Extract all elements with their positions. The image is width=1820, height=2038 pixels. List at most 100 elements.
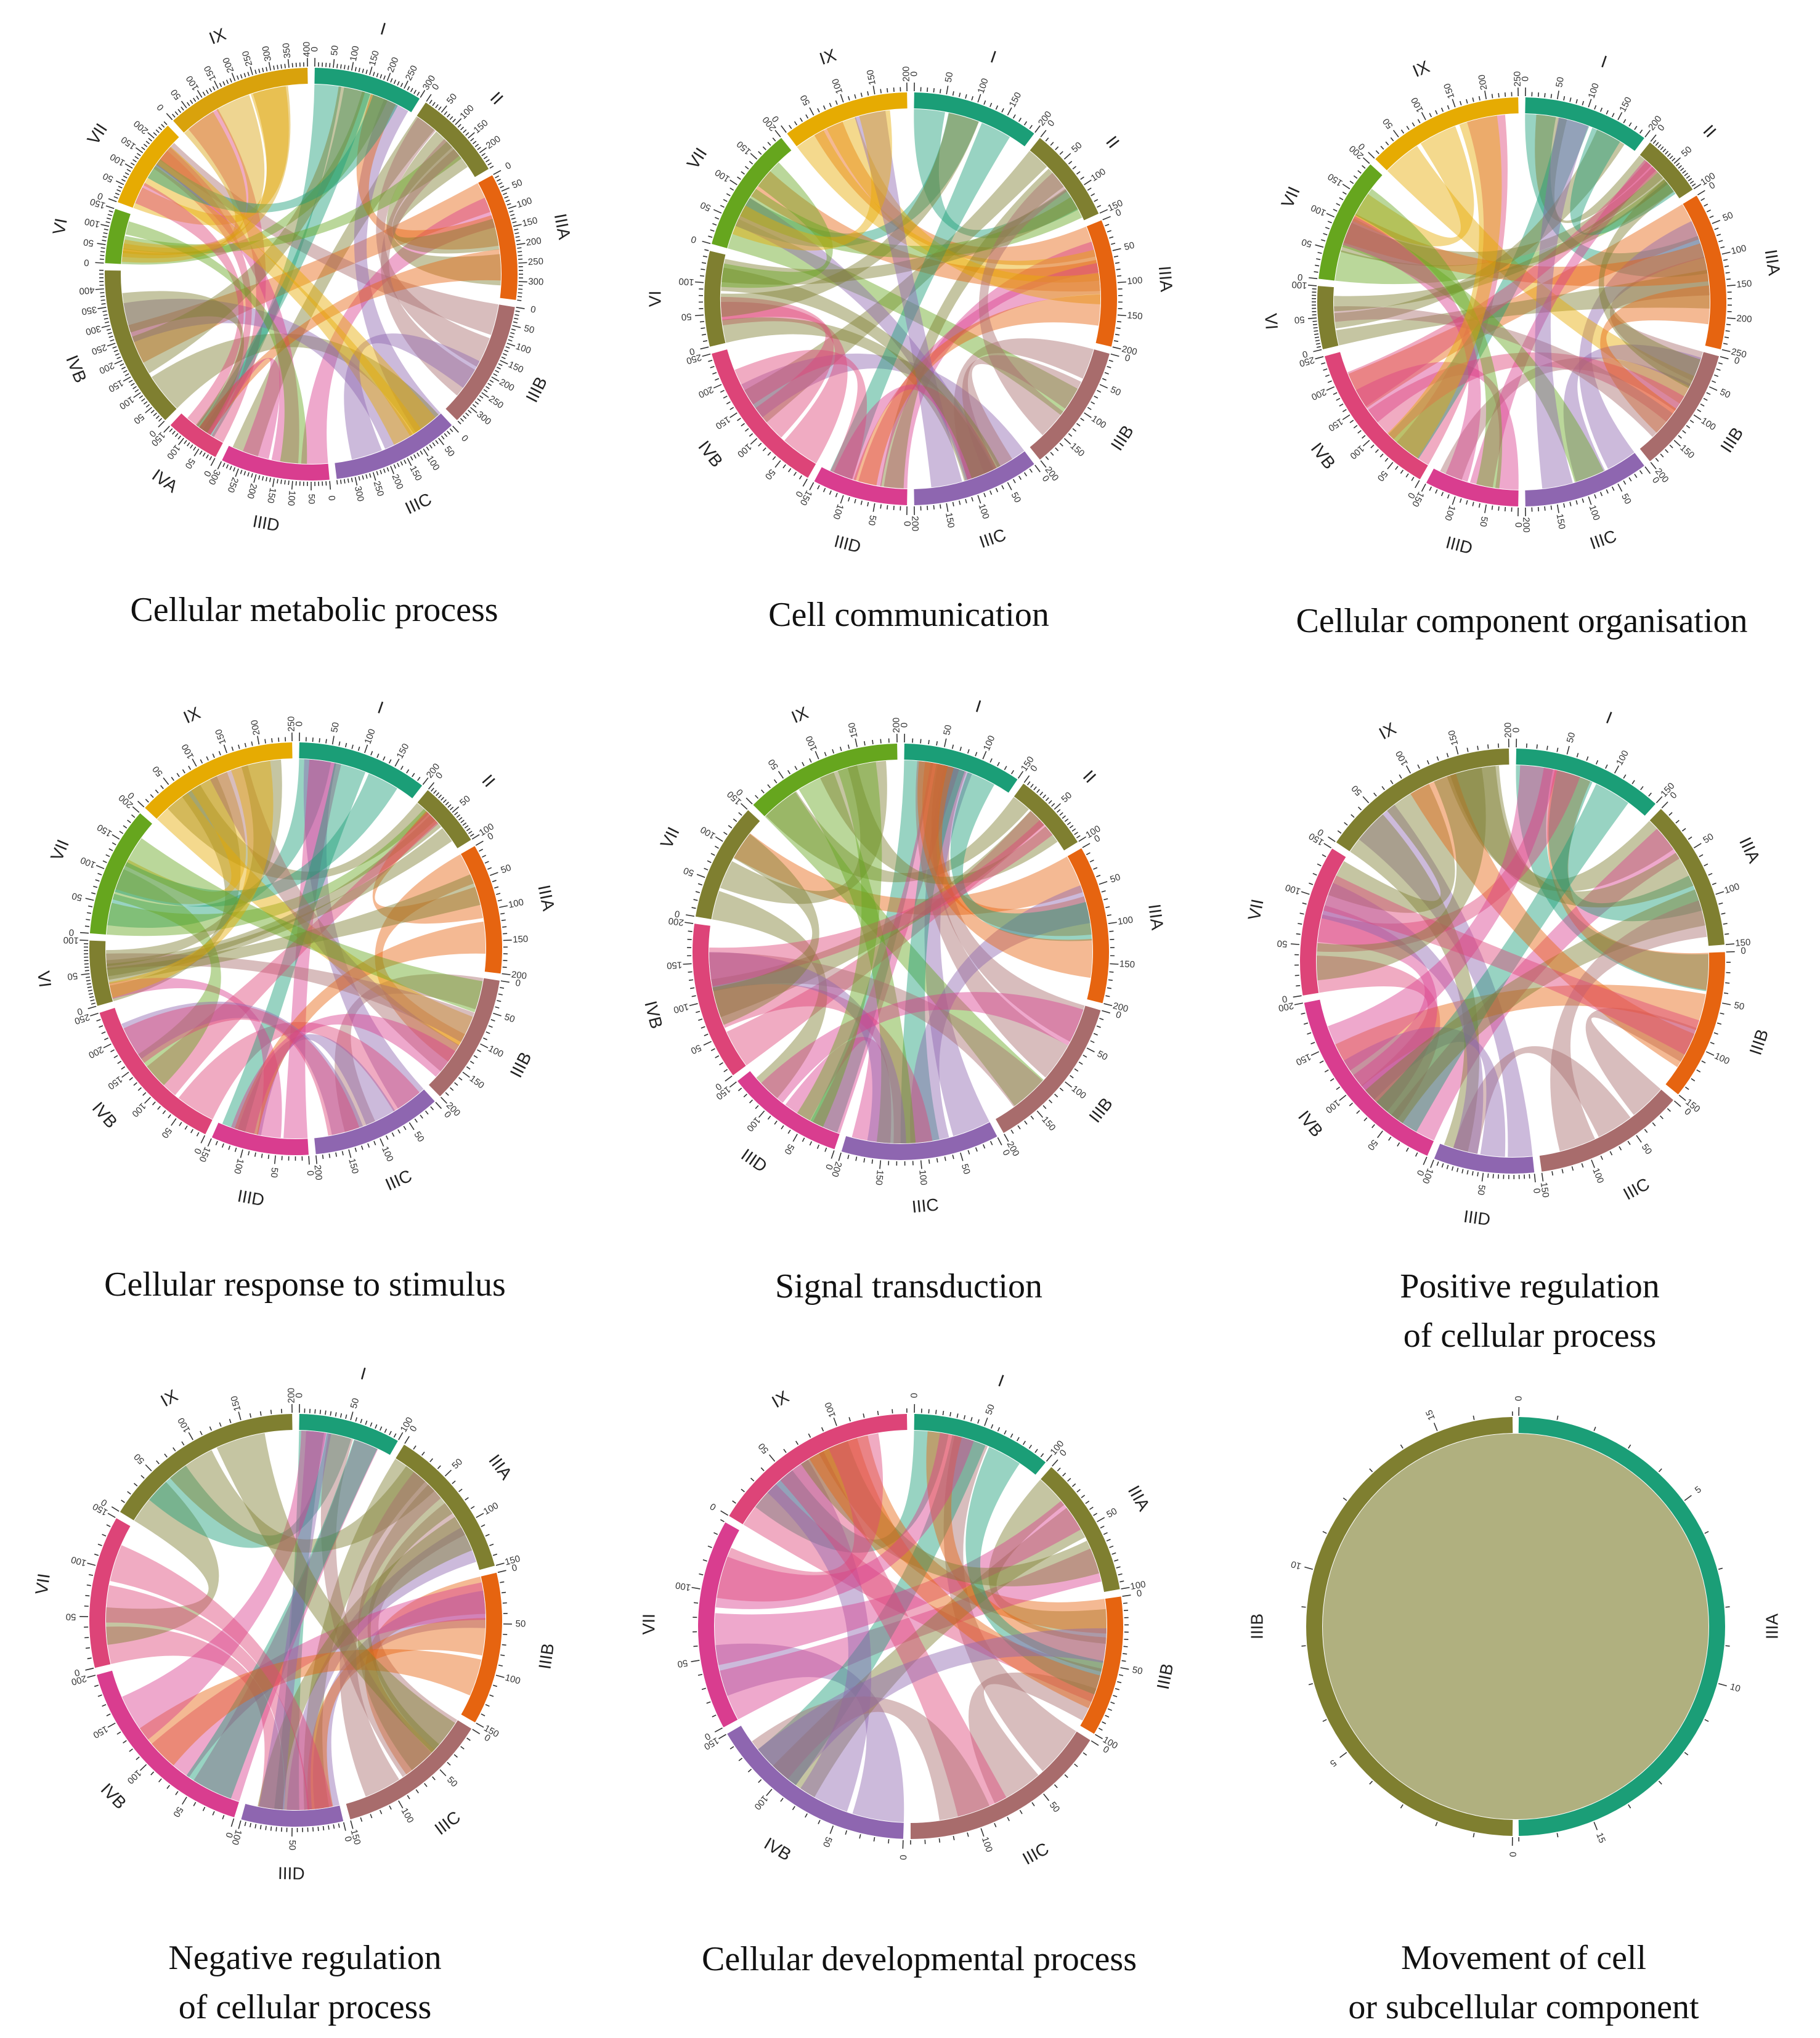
tick-mark	[741, 803, 748, 810]
tick-mark	[166, 113, 173, 120]
tick-mark	[1726, 278, 1731, 280]
tick-mark	[1107, 230, 1111, 233]
tick-mark	[460, 819, 465, 824]
chord-ribbon	[1334, 306, 1673, 437]
tick-label: 50	[756, 1441, 771, 1456]
chord-ribbon	[1316, 767, 1486, 981]
chord-ribbon	[1547, 769, 1708, 990]
tick-mark	[714, 1727, 723, 1733]
tick-mark	[1623, 774, 1627, 779]
tick-mark	[977, 1419, 980, 1424]
chord-ribbon	[339, 1472, 441, 1797]
tick-mark	[1435, 489, 1438, 494]
chord-ribbon	[107, 874, 481, 984]
tick-label: 50	[1565, 731, 1578, 744]
tick-mark	[130, 383, 135, 386]
chord-ribbon	[721, 302, 848, 464]
segment-arc	[1317, 286, 1339, 350]
tick-mark	[1102, 378, 1107, 381]
tick-mark	[762, 447, 766, 452]
tick-mark	[452, 806, 460, 813]
tick-mark	[701, 262, 707, 264]
tick-mark	[447, 113, 450, 118]
tick-mark	[991, 1424, 994, 1429]
caption-cellular-response-to-stimulus: Cellular response to stimulus	[9, 1260, 601, 1309]
tick-mark	[1063, 438, 1071, 445]
tick-mark	[470, 1506, 475, 1509]
chord-ribbon	[356, 94, 499, 250]
tick-mark	[250, 66, 253, 75]
tick-mark	[1652, 1122, 1656, 1127]
tick-label: 50	[83, 237, 94, 248]
tick-mark	[1723, 343, 1728, 345]
tick-mark	[1700, 403, 1705, 407]
tick-mark	[1667, 153, 1671, 157]
tick-mark	[112, 346, 117, 349]
tick-mark	[1031, 1802, 1035, 1806]
tick-mark	[181, 100, 187, 108]
tick-mark	[1040, 460, 1047, 468]
tick-mark	[1718, 902, 1723, 905]
tick-mark	[345, 1414, 347, 1419]
tick-mark	[129, 1748, 133, 1752]
chord-ribbon	[372, 811, 483, 924]
tick-mark	[511, 328, 516, 331]
tick-mark	[502, 966, 507, 968]
tick-mark	[468, 830, 473, 834]
tick-mark	[87, 986, 92, 988]
chord-ribbon	[820, 765, 1058, 885]
tick-mark	[1113, 1695, 1118, 1697]
chord-ribbon	[712, 891, 827, 1098]
tick-mark	[121, 1066, 126, 1070]
tick-mark	[1323, 368, 1328, 371]
tick-mark	[460, 418, 464, 422]
segment-arc	[417, 790, 471, 848]
tick-mark	[863, 1413, 865, 1418]
tick-mark	[1636, 1135, 1642, 1143]
segment-label: IVB	[62, 352, 91, 385]
tick-mark	[487, 162, 492, 166]
tick-mark	[1715, 891, 1725, 895]
tick-label: 250	[90, 342, 108, 357]
tick-mark	[1655, 796, 1663, 803]
tick-mark	[496, 367, 501, 370]
tick-label: 200	[286, 1387, 296, 1403]
tick-mark	[1036, 789, 1041, 794]
tick-mark	[1362, 165, 1366, 169]
tick-label: 50	[171, 1805, 185, 1819]
tick-mark	[95, 879, 100, 882]
tick-mark	[1452, 496, 1456, 505]
tick-mark	[1704, 863, 1708, 867]
tick-mark	[1336, 203, 1341, 206]
segment-label: IVA	[148, 465, 181, 496]
chord-ribbon	[115, 773, 397, 907]
segment-label: IIIC	[1620, 1174, 1652, 1204]
tick-label: 50	[941, 724, 954, 736]
tick-mark	[277, 65, 278, 70]
tick-mark	[315, 1155, 318, 1164]
tick-mark	[965, 498, 967, 503]
tick-mark	[1599, 107, 1603, 112]
tick-mark	[325, 481, 327, 486]
segment-arc	[1086, 220, 1117, 347]
tick-label: 0	[1741, 946, 1746, 956]
tick-mark	[1644, 466, 1651, 474]
tick-label: 0	[909, 71, 919, 77]
tick-label: 100	[117, 394, 136, 412]
tick-mark	[1057, 1468, 1061, 1472]
tick-mark	[689, 1003, 698, 1007]
tick-label: 150	[506, 359, 525, 375]
tick-label: 0	[1136, 1588, 1143, 1599]
tick-label: 100	[180, 742, 197, 761]
tick-mark	[1611, 486, 1615, 491]
tick-mark	[470, 137, 474, 142]
chord-ribbon	[381, 139, 476, 396]
tick-label: 50	[412, 1130, 426, 1144]
tick-mark	[416, 452, 420, 457]
tick-mark	[1537, 92, 1540, 97]
tick-label: 50	[515, 1618, 526, 1629]
